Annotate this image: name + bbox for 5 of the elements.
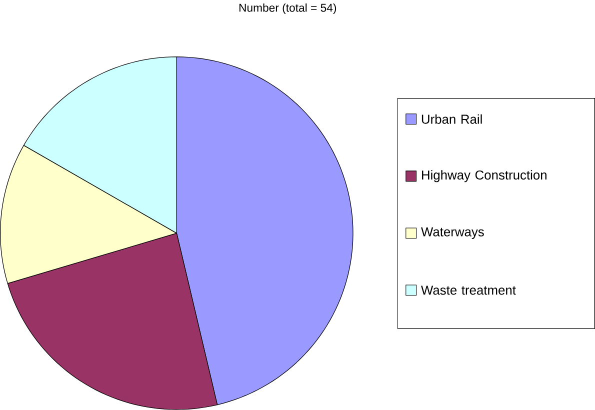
legend-label: Waterways bbox=[421, 227, 484, 240]
chart-title: Number (total = 54) bbox=[239, 4, 336, 14]
legend-label: Urban Rail bbox=[422, 114, 482, 124]
legend-label: Waste treatment bbox=[421, 286, 516, 295]
legend-label: Highway Construction bbox=[422, 170, 546, 182]
